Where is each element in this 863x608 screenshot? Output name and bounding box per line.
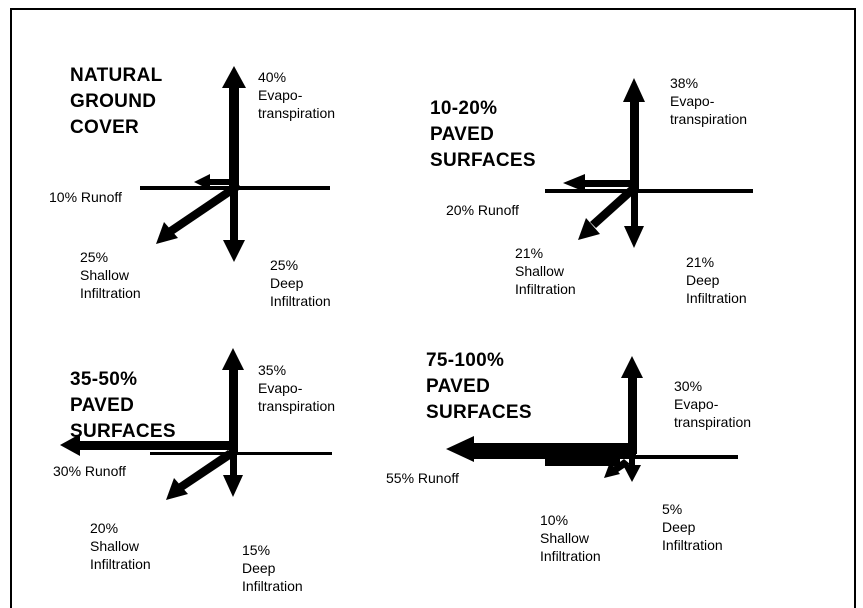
deep-infiltration-arrow-head — [623, 465, 641, 482]
runoff-ground-band — [545, 459, 620, 466]
deep-infiltration-arrow-shaft — [631, 193, 638, 227]
evapotranspiration-label: 30% Evapo- transpiration — [674, 378, 752, 430]
runoff-label: 55% Runoff — [386, 470, 459, 486]
evapotranspiration-arrow-shaft — [628, 376, 637, 454]
evapotranspiration-arrow-head — [621, 356, 643, 378]
shallow-infiltration-arrow-head — [156, 222, 178, 244]
ground-line — [474, 455, 738, 459]
deep-infiltration-label: 5% Deep Infiltration — [662, 501, 723, 553]
shallow-infiltration-arrow-shaft — [178, 450, 235, 490]
deep-infiltration-arrow-head — [223, 475, 243, 497]
panel-75-100-paved-arrows — [446, 356, 738, 482]
shallow-infiltration-label: 20% Shallow Infiltration — [90, 520, 151, 572]
panel-title: 35-50% PAVED SURFACES — [70, 369, 176, 442]
runoff-label: 20% Runoff — [446, 202, 519, 218]
shallow-infiltration-arrow-shaft — [590, 186, 636, 228]
runoff-arrow-shaft — [74, 441, 232, 450]
ground-line — [545, 189, 753, 193]
evapotranspiration-arrow-head — [222, 348, 244, 370]
evapotranspiration-arrow-head — [222, 66, 246, 88]
evapotranspiration-label: 38% Evapo- transpiration — [670, 75, 748, 127]
shallow-infiltration-arrow-head — [578, 218, 600, 240]
panel-title: NATURAL GROUND COVER — [70, 65, 163, 138]
runoff-arrow-head — [194, 174, 210, 190]
ground-line — [150, 452, 332, 455]
runoff-arrow-head — [446, 436, 474, 462]
deep-infiltration-arrow-head — [223, 240, 245, 262]
panel-natural-ground-cover-arrows — [140, 66, 330, 262]
shallow-infiltration-arrow-shaft — [613, 459, 630, 472]
panel-35-50-paved-arrows — [60, 348, 332, 500]
panel-10-20-paved-arrows — [545, 78, 753, 248]
shallow-infiltration-arrow-shaft — [168, 182, 242, 234]
deep-infiltration-label: 21% Deep Infiltration — [686, 254, 747, 306]
runoff-label: 30% Runoff — [53, 463, 126, 479]
deep-infiltration-label: 15% Deep Infiltration — [242, 542, 303, 594]
diagram-frame — [10, 8, 856, 608]
runoff-arrow-shaft — [583, 180, 633, 187]
evapotranspiration-label: 35% Evapo- transpiration — [258, 362, 336, 414]
runoff-arrow-head — [60, 434, 80, 456]
panel-title: 10-20% PAVED SURFACES — [430, 98, 536, 171]
runoff-label: 10% Runoff — [49, 189, 122, 205]
evapotranspiration-arrow-shaft — [630, 100, 639, 189]
deep-infiltration-label: 25% Deep Infiltration — [270, 257, 331, 309]
runoff-arrow-head — [563, 174, 585, 192]
deep-infiltration-arrow-shaft — [230, 455, 237, 477]
runoff-arrow-shaft — [208, 179, 230, 185]
deep-infiltration-arrow-shaft — [230, 190, 238, 242]
evapotranspiration-arrow-head — [623, 78, 645, 102]
deep-infiltration-arrow-shaft — [629, 459, 635, 467]
shallow-infiltration-label: 25% Shallow Infiltration — [80, 249, 141, 301]
shallow-infiltration-label: 21% Shallow Infiltration — [515, 245, 576, 297]
evapotranspiration-arrow-shaft — [229, 368, 238, 452]
shallow-infiltration-label: 10% Shallow Infiltration — [540, 512, 601, 564]
evapotranspiration-label: 40% Evapo- transpiration — [258, 69, 336, 121]
panel-title: 75-100% PAVED SURFACES — [426, 350, 532, 423]
runoff-arrow-shaft — [470, 443, 636, 455]
shallow-infiltration-arrow-head — [604, 462, 620, 478]
deep-infiltration-arrow-head — [624, 226, 644, 248]
evapotranspiration-arrow-shaft — [229, 86, 239, 186]
shallow-infiltration-arrow-head — [166, 478, 188, 500]
